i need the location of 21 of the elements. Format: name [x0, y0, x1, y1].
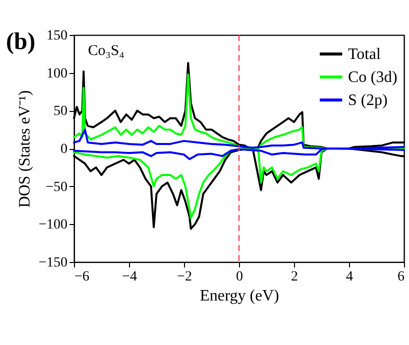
x-tick-label: 0	[236, 270, 243, 284]
y-tick-label: 50	[54, 104, 68, 120]
x-tick-label: 6	[398, 270, 404, 284]
x-tick-label: −2	[177, 270, 192, 284]
y-tick-label: −150	[38, 256, 68, 270]
y-tick-label: −50	[46, 180, 68, 195]
x-tick-label: 2	[291, 270, 298, 284]
text: (b)	[6, 29, 36, 55]
y-tick-label: 100	[46, 66, 68, 82]
y-tick-label: 0	[60, 142, 68, 157]
x-tick-label: −6	[74, 270, 90, 284]
annotation: Co₃S₄	[88, 43, 124, 59]
x-tick-label: −4	[122, 270, 137, 284]
y-tick-label: −100	[38, 218, 68, 233]
y-tick-label: 150	[46, 28, 68, 44]
legend-label: S (2p)	[348, 92, 388, 109]
x-axis-title: Energy (eV)	[200, 288, 280, 304]
y-axis-title: DOS (States eV⁻¹)	[16, 90, 34, 208]
legend-label: Co (3d)	[348, 69, 398, 86]
legend-label: Total	[348, 46, 382, 63]
x-tick-label: 4	[346, 270, 353, 284]
